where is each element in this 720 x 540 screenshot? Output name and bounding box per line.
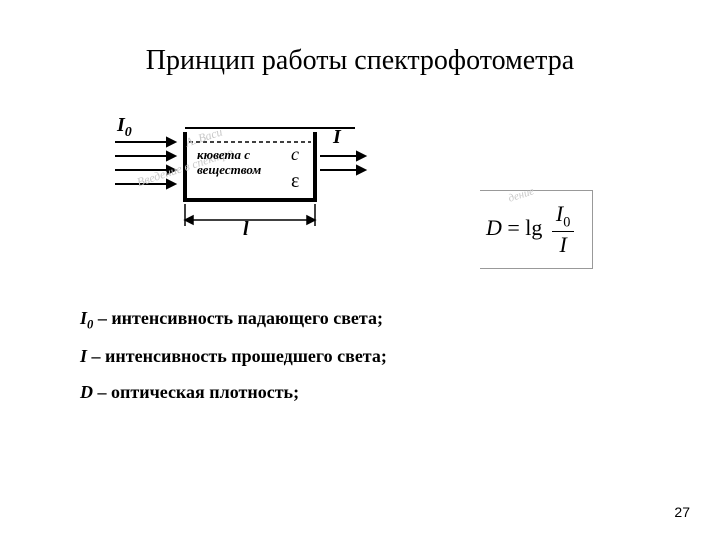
slide-title: Принцип работы спектрофотометра [0,45,720,77]
definition-row: I – интенсивность прошедшего света; [80,338,387,374]
concentration-symbol: c [291,144,299,165]
watermark-text: дение [507,185,536,205]
definitions-list: I0 – интенсивность падающего света; I – … [80,300,387,410]
page-number: 27 [674,504,690,520]
optical-density-formula: дение D = lg I0I [480,190,593,269]
cuvette-diagram: А. Васи Введение в спектро [115,120,415,260]
incident-intensity-label: I0 [117,114,132,141]
epsilon-symbol: ε [291,170,299,193]
cuvette-caption: кювета с веществом [197,148,261,178]
path-length-symbol: l [243,218,249,241]
diagram-svg [115,120,415,260]
transmitted-intensity-label: I [333,126,341,149]
definition-row: I0 – интенсивность падающего света; [80,300,387,338]
definition-row: D – оптическая плотность; [80,374,387,410]
